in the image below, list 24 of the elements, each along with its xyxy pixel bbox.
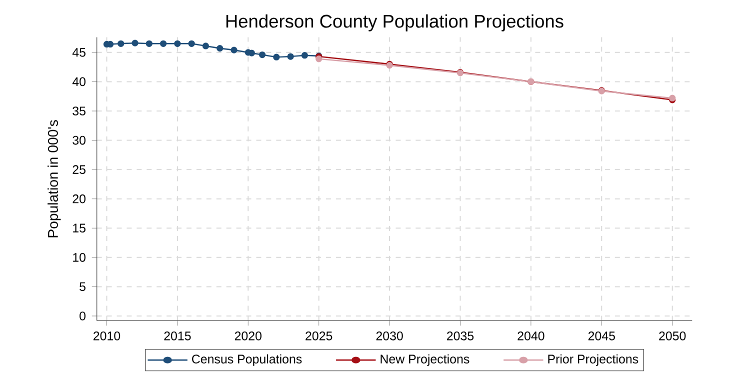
x-tick-label: 2050 [659, 332, 686, 340]
x-tick-label: 2020 [234, 332, 262, 340]
x-tick-label: 2015 [164, 332, 191, 340]
y-tick-label: 40 [72, 77, 86, 86]
x-tick-label: 2025 [306, 332, 332, 340]
y-tick-label: 20 [72, 194, 86, 204]
y-axis-title: Population in 000's [48, 120, 61, 238]
y-tick-label: 35 [72, 106, 86, 116]
x-tick-label: 2045 [588, 332, 615, 340]
y-tick-label: 10 [73, 253, 86, 262]
y-tick-label: 45 [72, 48, 86, 57]
x-tick-label: 2035 [447, 332, 474, 340]
y-tick-label: 0 [80, 312, 86, 320]
legend-label: New Projections [380, 354, 470, 366]
chart-title: Henderson County Population Projections [226, 14, 564, 32]
x-tick-label: 2040 [518, 332, 544, 340]
legend-label: Census Populations [192, 354, 302, 366]
x-tick-label: 2010 [94, 332, 120, 340]
legend-label: Prior Projections [548, 354, 638, 366]
y-tick-label: 30 [72, 136, 86, 145]
x-tick-label: 2030 [376, 332, 403, 340]
y-tick-label: 25 [72, 165, 86, 174]
y-tick-label: 5 [80, 282, 86, 292]
y-tick-label: 15 [73, 224, 86, 232]
